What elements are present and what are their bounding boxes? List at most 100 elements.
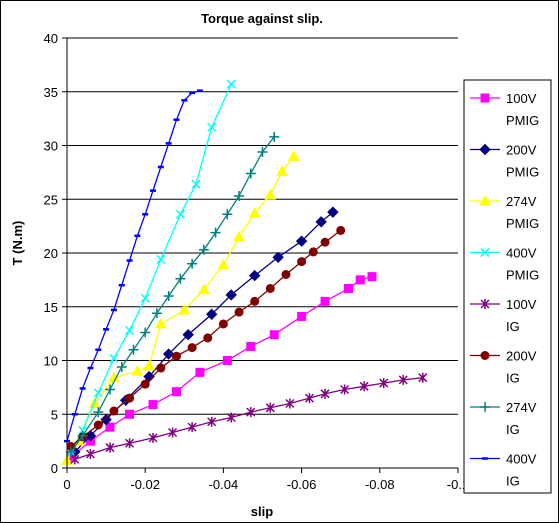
data-point <box>264 188 277 200</box>
data-point <box>65 446 76 457</box>
legend-label: 100V <box>506 91 537 106</box>
data-point <box>93 407 104 418</box>
legend-label: IG <box>506 319 520 334</box>
data-point <box>379 378 389 389</box>
legend-item: 100V PMIG <box>470 91 539 128</box>
legend-swatch-marker <box>480 402 490 412</box>
data-point <box>195 367 205 377</box>
data-point <box>336 225 346 235</box>
data-point <box>367 272 377 282</box>
legend-item: 274V PMIG <box>470 194 539 231</box>
legend-swatch-marker <box>480 351 490 360</box>
series-400v-ig <box>64 89 203 443</box>
data-point <box>418 372 428 383</box>
y-tick-label: 30 <box>44 139 58 154</box>
legend-label: PMIG <box>506 113 539 128</box>
data-point <box>140 293 150 303</box>
legend-label: PMIG <box>506 268 539 283</box>
data-point <box>162 348 175 360</box>
data-point <box>250 296 260 306</box>
legend-label: 400V <box>506 246 537 261</box>
legend-swatch-marker <box>479 143 491 156</box>
data-point <box>246 407 256 418</box>
data-point <box>156 363 166 373</box>
data-point <box>191 179 201 189</box>
data-point <box>327 206 339 218</box>
data-point <box>85 449 95 460</box>
data-point <box>269 330 279 340</box>
legend-label: 200V <box>506 143 537 158</box>
data-point <box>77 430 88 441</box>
legend-label: 100V <box>506 297 537 312</box>
x-tick-label: -0.06 <box>287 477 317 492</box>
data-point <box>265 283 275 293</box>
data-point <box>225 289 237 301</box>
data-point <box>140 327 151 338</box>
data-point <box>340 384 350 395</box>
series-layer <box>61 79 428 465</box>
data-point <box>175 273 186 284</box>
data-point <box>168 427 178 438</box>
data-point <box>297 257 307 267</box>
data-point <box>116 361 127 372</box>
legend-label: IG <box>506 422 520 437</box>
legend-item: 200V IG <box>470 349 537 386</box>
data-point <box>359 381 369 392</box>
data-point <box>198 244 209 255</box>
data-point <box>297 311 307 321</box>
series-100v-ig <box>70 372 428 465</box>
data-point <box>207 122 217 132</box>
data-point <box>109 353 119 363</box>
data-point <box>205 308 218 320</box>
y-axis-label: T (N.m) <box>10 221 25 266</box>
data-point <box>154 317 167 329</box>
data-point <box>148 432 158 443</box>
data-point <box>131 365 144 376</box>
data-point <box>143 359 155 371</box>
data-point <box>320 388 330 399</box>
y-tick-label: 5 <box>51 407 58 422</box>
y-tick-label: 40 <box>44 31 58 46</box>
legend-swatch-marker <box>480 299 490 309</box>
legend-label: IG <box>506 474 520 489</box>
data-point <box>210 227 221 238</box>
data-point <box>234 307 244 317</box>
x-tick-label: -0.04 <box>209 477 239 492</box>
data-point <box>234 191 245 202</box>
data-point <box>203 333 213 343</box>
data-point <box>93 420 103 430</box>
data-point <box>143 370 155 383</box>
y-tick-label: 15 <box>44 300 58 315</box>
legend-swatch-marker <box>479 194 491 206</box>
legend-box <box>463 79 552 494</box>
data-point <box>125 438 135 449</box>
data-point <box>207 416 217 427</box>
data-point <box>140 379 150 389</box>
data-point <box>246 342 256 352</box>
data-point <box>245 168 256 179</box>
data-point <box>248 207 261 218</box>
legend-item: 200V PMIG <box>470 143 539 180</box>
legend-swatch-marker <box>480 247 490 258</box>
series-line <box>70 136 275 453</box>
data-point <box>151 308 162 319</box>
data-point <box>308 247 318 257</box>
y-tick-label: 0 <box>51 461 58 476</box>
data-point <box>276 165 288 176</box>
data-point <box>109 406 119 416</box>
data-point <box>125 409 135 419</box>
data-point <box>128 344 139 355</box>
x-axis-label: slip <box>251 504 273 519</box>
data-point <box>178 303 191 315</box>
data-point <box>344 283 354 293</box>
data-point <box>125 325 135 335</box>
legend-label: PMIG <box>506 165 539 180</box>
data-point <box>156 254 166 264</box>
data-point <box>281 270 291 279</box>
data-point <box>70 454 80 465</box>
data-point <box>105 442 115 453</box>
chart-title: Torque against slip. <box>201 11 323 26</box>
data-point <box>320 296 330 306</box>
data-point <box>100 413 112 426</box>
